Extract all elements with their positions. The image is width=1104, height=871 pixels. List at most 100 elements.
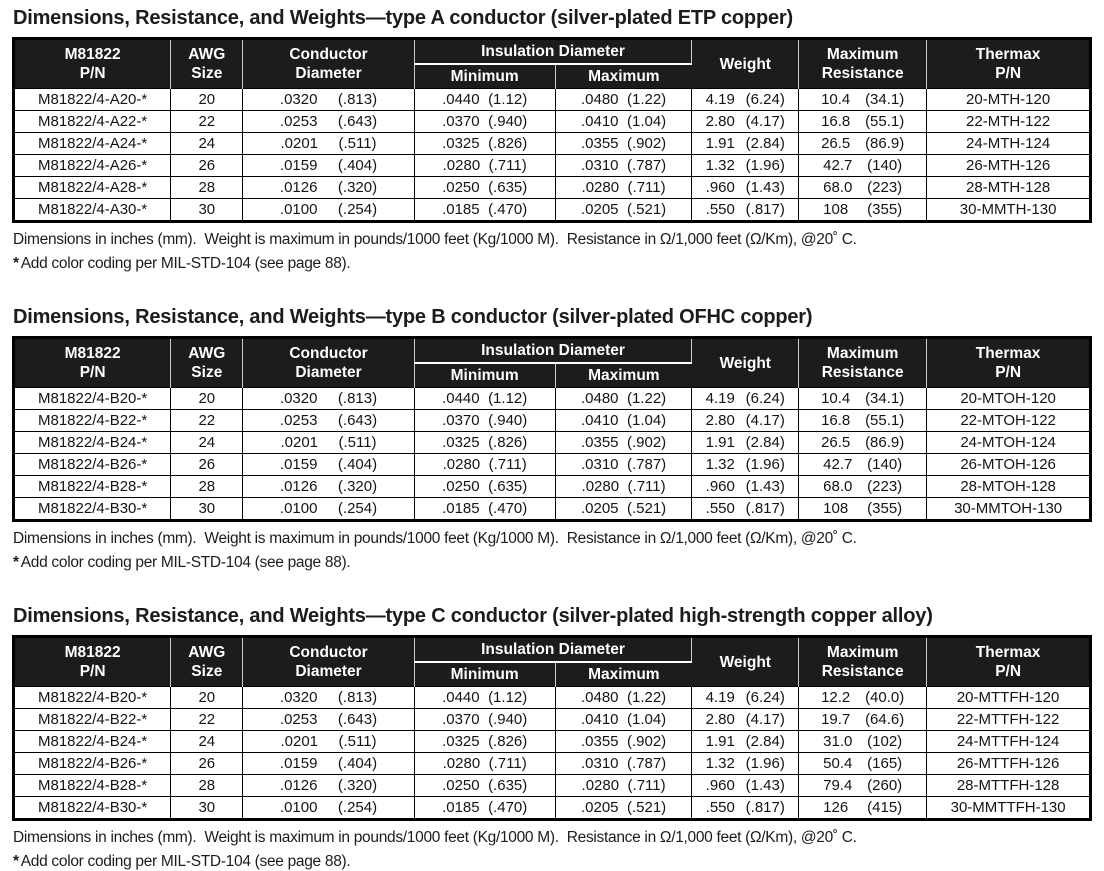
- awg-size-cell: 28: [170, 774, 244, 797]
- insulation-max-cell: .0410 (1.04): [554, 409, 693, 432]
- awg-size-cell: 24: [170, 730, 244, 753]
- resistance-cell: 10.4 (34.1): [798, 387, 928, 410]
- weight-cell: 1.32 (1.96): [691, 453, 800, 476]
- weight-cell: 4.19 (6.24): [691, 387, 800, 410]
- resistance-cell: 68.0 (223): [798, 176, 928, 199]
- table-body: M81822/4-A20-* 20.0320 (.813) .0440 (1.12) .0…: [12, 88, 1091, 222]
- footnote-color-coding-text: Add color coding per MIL-STD-104 (see pa…: [20, 554, 351, 571]
- footnote-dimensions: Dimensions in inches (mm). Weight is max…: [13, 530, 857, 547]
- insulation-max-cell: .0480 (1.22): [554, 387, 693, 410]
- section-type-b: Dimensions, Resistance, and Weights—type…: [12, 306, 1092, 572]
- thermax-pn-cell: 22-MTOH-122: [926, 409, 1091, 432]
- awg-size-cell: 26: [170, 453, 244, 476]
- insulation-min-cell: .0370 (.940): [413, 409, 556, 432]
- column-header-weight: Weight: [691, 38, 800, 89]
- insulation-min-cell: .0440 (1.12): [413, 387, 556, 410]
- resistance-cell: 26.5 (86.9): [798, 431, 928, 454]
- weight-cell: .550 (.817): [691, 198, 800, 222]
- thermax-pn-cell: 24-MTH-124: [926, 132, 1091, 155]
- weight-cell: .960 (1.43): [691, 176, 800, 199]
- pn-cell: M81822/4-B28-*: [12, 774, 172, 797]
- table-row: M81822/4-B30-* 30.0100 (.254) .0185 (.470) .0…: [12, 796, 1091, 820]
- pn-cell: M81822/4-B30-*: [12, 497, 172, 521]
- table-row: M81822/4-B22-* 22.0253 (.643) .0370 (.940) .0…: [12, 409, 1091, 432]
- conductor-diameter-cell: .0159 (.404): [242, 154, 415, 177]
- resistance-cell: 79.4 (260): [798, 774, 928, 797]
- resistance-cell: 16.8 (55.1): [798, 110, 928, 133]
- conductor-diameter-cell: .0100 (.254): [242, 497, 415, 521]
- insulation-max-cell: .0280 (.711): [554, 475, 693, 498]
- insulation-max-cell: .0310 (.787): [554, 154, 693, 177]
- table-header: M81822 P/N AWG Size Conductor Diameter I…: [13, 38, 1091, 89]
- resistance-cell: 12.2 (40.0): [798, 686, 928, 709]
- column-header-minimum: Minimum: [414, 363, 556, 388]
- insulation-max-cell: .0310 (.787): [554, 752, 693, 775]
- table-row: M81822/4-B24-* 24.0201 (.511) .0325 (.826) .0…: [12, 431, 1091, 454]
- table-row: M81822/4-B30-* 30.0100 (.254) .0185 (.470) .0…: [12, 497, 1091, 521]
- insulation-min-cell: .0325 (.826): [413, 730, 556, 753]
- awg-size-cell: 26: [170, 752, 244, 775]
- resistance-cell: 10.4 (34.1): [798, 88, 928, 111]
- weight-cell: 4.19 (6.24): [691, 686, 800, 709]
- conductor-diameter-cell: .0159 (.404): [242, 453, 415, 476]
- pn-cell: M81822/4-B26-*: [12, 752, 172, 775]
- column-header-weight: Weight: [691, 636, 800, 687]
- pn-cell: M81822/4-A26-*: [12, 154, 172, 177]
- awg-size-cell: 20: [170, 686, 244, 709]
- column-header-resistance: Maximum Resistance: [798, 337, 928, 388]
- thermax-pn-cell: 20-MTTFH-120: [926, 686, 1091, 709]
- insulation-max-cell: .0205 (.521): [554, 497, 693, 521]
- insulation-min-cell: .0250 (.635): [413, 774, 556, 797]
- column-header-maximum: Maximum: [555, 363, 692, 388]
- weight-cell: 2.80 (4.17): [691, 409, 800, 432]
- insulation-max-cell: .0480 (1.22): [554, 88, 693, 111]
- awg-size-cell: 22: [170, 708, 244, 731]
- asterisk: *: [13, 554, 19, 571]
- table-body: M81822/4-B20-* 20.0320 (.813) .0440 (1.12) .0…: [12, 387, 1091, 521]
- table-row: M81822/4-B22-* 22.0253 (.643) .0370 (.940) .0…: [12, 708, 1091, 731]
- conductor-diameter-cell: .0320 (.813): [242, 88, 415, 111]
- table-row: M81822/4-B26-* 26.0159 (.404) .0280 (.711) .0…: [12, 453, 1091, 476]
- resistance-cell: 42.7 (140): [798, 154, 928, 177]
- insulation-max-cell: .0280 (.711): [554, 176, 693, 199]
- resistance-cell: 108 (355): [798, 198, 928, 222]
- awg-size-cell: 28: [170, 176, 244, 199]
- thermax-pn-cell: 24-MTOH-124: [926, 431, 1091, 454]
- footnote-color-coding: * Add color coding per MIL-STD-104 (see p…: [13, 852, 1092, 871]
- weight-cell: .960 (1.43): [691, 475, 800, 498]
- insulation-min-cell: .0185 (.470): [413, 497, 556, 521]
- conductor-diameter-cell: .0253 (.643): [242, 409, 415, 432]
- conductor-diameter-cell: .0126 (.320): [242, 475, 415, 498]
- footnote-color-coding: * Add color coding per MIL-STD-104 (see p…: [13, 254, 1092, 273]
- pn-cell: M81822/4-A20-*: [12, 88, 172, 111]
- footnote-dimensions: Dimensions in inches (mm). Weight is max…: [13, 829, 857, 846]
- pn-cell: M81822/4-B20-*: [12, 387, 172, 410]
- column-header-awg: AWG Size: [170, 636, 244, 687]
- insulation-min-cell: .0250 (.635): [413, 176, 556, 199]
- table-header: M81822 P/N AWG Size Conductor Diameter I…: [13, 636, 1091, 687]
- conductor-diameter-cell: .0126 (.320): [242, 176, 415, 199]
- column-header-pn: M81822 P/N: [13, 38, 172, 89]
- insulation-max-cell: .0205 (.521): [554, 796, 693, 820]
- column-header-weight: Weight: [691, 337, 800, 388]
- table-row: M81822/4-B20-* 20.0320 (.813) .0440 (1.12) .0…: [12, 686, 1091, 709]
- column-header-insulation: Insulation Diameter: [414, 636, 693, 663]
- table-row: M81822/4-B20-* 20.0320 (.813) .0440 (1.12) .0…: [12, 387, 1091, 410]
- weight-cell: 4.19 (6.24): [691, 88, 800, 111]
- column-header-thermax: Thermax P/N: [926, 38, 1091, 89]
- awg-size-cell: 28: [170, 475, 244, 498]
- insulation-min-cell: .0440 (1.12): [413, 88, 556, 111]
- table-row: M81822/4-A20-* 20.0320 (.813) .0440 (1.12) .0…: [12, 88, 1091, 111]
- column-header-maximum: Maximum: [555, 64, 692, 89]
- thermax-pn-cell: 20-MTH-120: [926, 88, 1091, 111]
- table-row: M81822/4-A22-* 22.0253 (.643) .0370 (.940) .0…: [12, 110, 1091, 133]
- resistance-cell: 19.7 (64.6): [798, 708, 928, 731]
- weight-cell: .550 (.817): [691, 796, 800, 820]
- awg-size-cell: 26: [170, 154, 244, 177]
- pn-cell: M81822/4-B24-*: [12, 431, 172, 454]
- awg-size-cell: 30: [170, 796, 244, 820]
- insulation-max-cell: .0410 (1.04): [554, 708, 693, 731]
- insulation-max-cell: .0355 (.902): [554, 132, 693, 155]
- column-header-awg: AWG Size: [170, 337, 244, 388]
- table-row: M81822/4-A26-* 26.0159 (.404) .0280 (.711) .0…: [12, 154, 1091, 177]
